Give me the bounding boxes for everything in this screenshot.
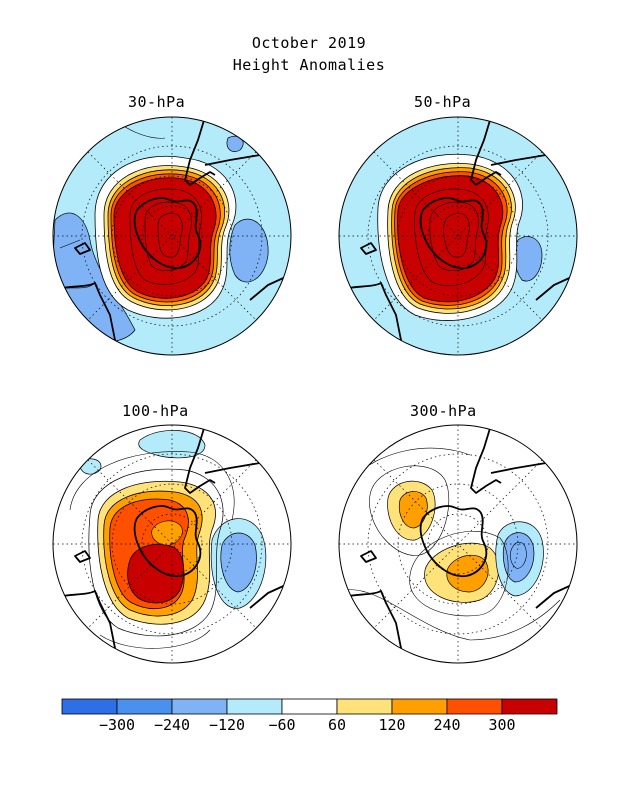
colorbar-swatch [116, 698, 173, 715]
colorbar-swatch [391, 698, 448, 715]
colorbar-tick-label: 120 [378, 716, 406, 734]
polar-map-50hpa [338, 116, 578, 356]
colorbar [61, 698, 558, 715]
colorbar-tick-label: 240 [433, 716, 461, 734]
colorbar-swatch [501, 698, 558, 715]
polar-map-300hpa [338, 424, 578, 664]
colorbar-tick-label: −240 [153, 716, 191, 734]
panel-label-50hpa: 50-hPa [414, 93, 472, 111]
colorbar-tick-label: −120 [208, 716, 246, 734]
colorbar-swatch [446, 698, 503, 715]
figure-subtitle: Height Anomalies [232, 56, 386, 74]
polar-map-100hpa [52, 424, 292, 664]
colorbar-tick-label: −60 [268, 716, 296, 734]
colorbar-swatch [171, 698, 228, 715]
panel-label-30hpa: 30-hPa [128, 93, 186, 111]
colorbar-swatch [281, 698, 338, 715]
panel-label-100hpa: 100-hPa [122, 402, 189, 420]
colorbar-tick-label: 60 [327, 716, 347, 734]
colorbar-swatch [336, 698, 393, 715]
colorbar-swatch [61, 698, 118, 715]
colorbar-tick-label: −300 [98, 716, 136, 734]
figure-title: October 2019 [251, 34, 367, 52]
colorbar-tick-label: 300 [488, 716, 516, 734]
polar-map-30hpa [52, 116, 292, 356]
colorbar-swatch [226, 698, 283, 715]
panel-label-300hpa: 300-hPa [410, 402, 477, 420]
